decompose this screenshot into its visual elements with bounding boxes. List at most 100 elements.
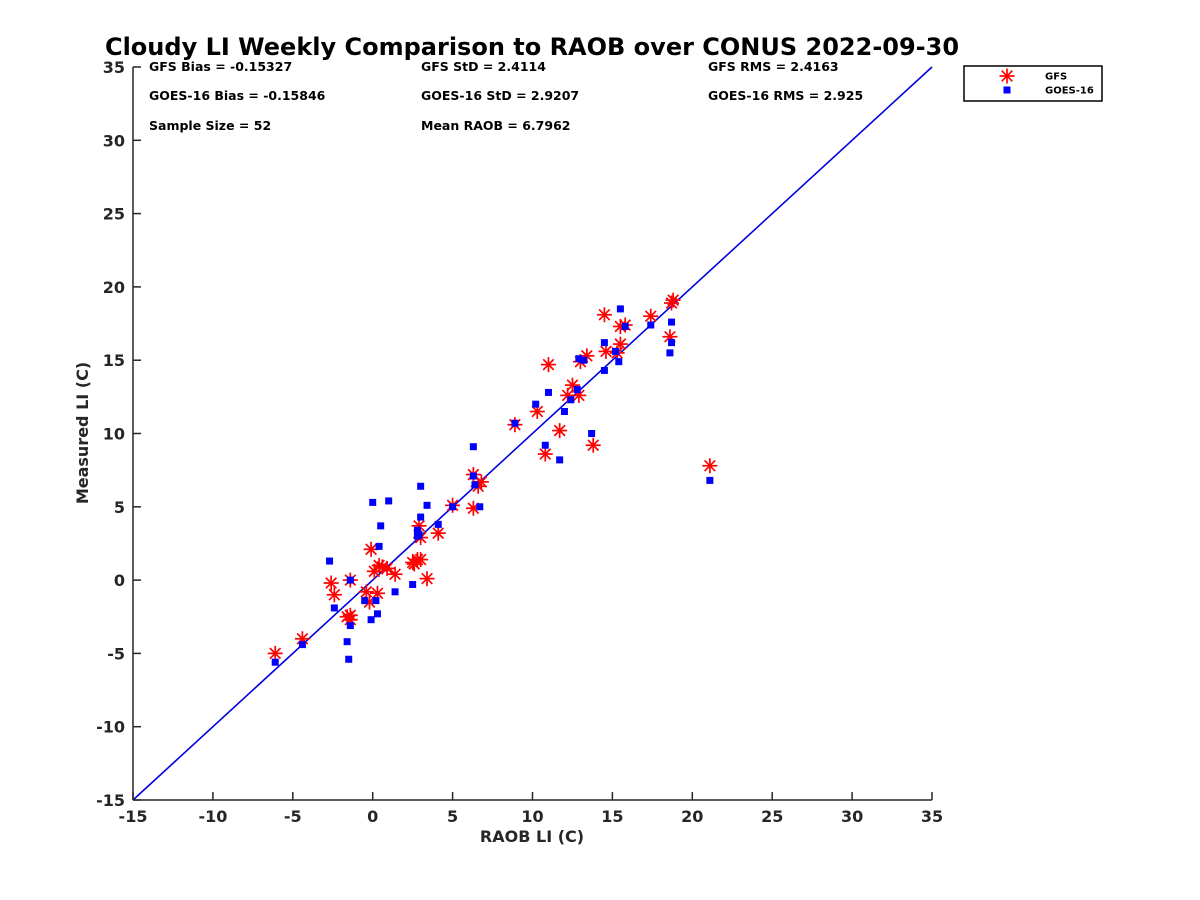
gfs-point-0 — [267, 645, 283, 661]
legend-marker-goes-16 — [1003, 86, 1011, 94]
stat-text-6: Sample Size = 52 — [149, 118, 271, 133]
x-tick-label-0: -15 — [119, 807, 148, 826]
goes-16-point-27 — [471, 481, 479, 489]
x-tick-label-2: -5 — [284, 807, 302, 826]
goes-16-point-30 — [532, 400, 540, 408]
stat-text-7: Mean RAOB = 6.7962 — [421, 118, 570, 133]
stat-text-5: GOES-16 RMS = 2.925 — [708, 88, 863, 103]
x-tick-label-8: 25 — [761, 807, 783, 826]
goes-16-point-22 — [423, 501, 431, 509]
gfs-point-39 — [585, 437, 601, 453]
gfs-point-15 — [379, 560, 395, 576]
goes-16-point-36 — [573, 386, 581, 394]
gfs-point-31 — [537, 446, 553, 462]
y-tick-label-10: 35 — [103, 58, 125, 77]
goes-16-point-44 — [616, 305, 624, 313]
goes-16-point-21 — [417, 482, 425, 490]
goes-16-point-6 — [346, 622, 354, 630]
goes-16-point-16 — [391, 588, 399, 596]
gfs-point-2 — [323, 575, 339, 591]
goes-16-point-11 — [372, 597, 380, 605]
stat-text-3: GOES-16 Bias = -0.15846 — [149, 88, 326, 103]
y-tick-label-7: 20 — [103, 278, 125, 297]
goes-16-point-7 — [346, 576, 354, 584]
x-tick-label-4: 5 — [447, 807, 458, 826]
x-tick-label-7: 20 — [681, 807, 703, 826]
one-to-one-line — [132, 66, 933, 801]
gfs-point-32 — [540, 357, 556, 373]
gfs-point-22 — [419, 571, 435, 587]
goes-16-point-43 — [615, 358, 623, 366]
goes-16-point-49 — [668, 318, 676, 326]
goes-16-point-3 — [330, 604, 338, 612]
y-tick-label-8: 25 — [103, 205, 125, 224]
y-tick-label-1: -10 — [96, 718, 125, 737]
y-axis-label: Measured LI (C) — [73, 362, 92, 504]
legend: GFS GOES-16 — [963, 65, 1103, 102]
goes-16-point-24 — [449, 503, 457, 511]
gfs-point-33 — [552, 423, 568, 439]
x-tick-label-6: 15 — [601, 807, 623, 826]
goes-16-point-40 — [600, 339, 608, 347]
gfs-point-41 — [598, 343, 614, 359]
stat-text-0: GFS Bias = -0.15327 — [149, 59, 292, 74]
goes-16-point-18 — [413, 526, 421, 534]
goes-16-point-33 — [556, 456, 564, 464]
goes-16-point-14 — [377, 522, 385, 530]
y-tick-label-6: 15 — [103, 351, 125, 370]
legend-label-gfs: GFS — [1045, 72, 1067, 83]
axes-group: -15 -10 -5 0 5 10 15 20 25 30 35 -15 -10 -5 0 5 10 15 20 25… — [96, 58, 943, 826]
goes-16-point-10 — [369, 498, 377, 506]
goes-16-point-31 — [541, 441, 549, 449]
goes-16-point-35 — [567, 396, 575, 404]
goes-16-point-8 — [361, 597, 369, 605]
gfs-point-3 — [326, 587, 342, 603]
goes-16-point-32 — [544, 388, 552, 396]
y-tick-label-0: -15 — [96, 791, 125, 810]
goes-16-point-39 — [588, 430, 596, 437]
y-tick-label-3: 0 — [114, 571, 125, 590]
goes-16-point-26 — [469, 472, 477, 480]
goes-16-point-9 — [367, 616, 375, 624]
y-tick-label-5: 10 — [103, 425, 125, 444]
y-tick-label-2: -5 — [107, 644, 125, 663]
legend-label-goes-16: GOES-16 — [1045, 86, 1094, 97]
goes-16-point-1 — [298, 641, 306, 649]
goes-16-point-42 — [612, 347, 620, 355]
stat-text-4: GOES-16 StD = 2.9207 — [421, 88, 579, 103]
x-tick-label-10: 35 — [921, 807, 943, 826]
stat-text-1: GFS StD = 2.4114 — [421, 59, 546, 74]
gfs-point-23 — [430, 525, 446, 541]
stat-text-2: GFS RMS = 2.4163 — [708, 59, 839, 74]
reference-line-group — [132, 66, 933, 801]
data-points-group — [267, 292, 718, 666]
goes-16-point-0 — [271, 658, 279, 666]
goes-16-point-17 — [409, 580, 417, 588]
gfs-point-40 — [596, 307, 612, 323]
gfs-point-50 — [702, 458, 718, 474]
goes-16-point-4 — [343, 638, 351, 646]
goes-16-point-29 — [511, 419, 519, 427]
gfs-point-49 — [665, 292, 681, 308]
y-tick-label-9: 30 — [103, 131, 125, 150]
goes-16-point-23 — [434, 520, 442, 528]
gfs-point-51 — [405, 555, 421, 571]
goes-16-point-25 — [469, 443, 477, 451]
goes-16-point-47 — [666, 349, 674, 357]
goes-16-point-51 — [413, 532, 421, 540]
x-tick-label-9: 30 — [841, 807, 863, 826]
y-tick-label-4: 5 — [114, 498, 125, 517]
goes-16-point-38 — [580, 356, 588, 364]
goes-16-point-12 — [373, 610, 381, 618]
goes-16-point-15 — [385, 497, 393, 505]
goes-16-point-13 — [375, 542, 383, 550]
gfs-point-43 — [612, 336, 628, 352]
goes-16-point-5 — [345, 655, 353, 663]
goes-16-point-2 — [326, 557, 334, 565]
x-tick-label-1: -10 — [198, 807, 227, 826]
gfs-point-16 — [387, 566, 403, 582]
series-gfs — [267, 292, 718, 661]
goes-16-point-37 — [575, 355, 583, 363]
goes-16-point-28 — [476, 503, 484, 511]
